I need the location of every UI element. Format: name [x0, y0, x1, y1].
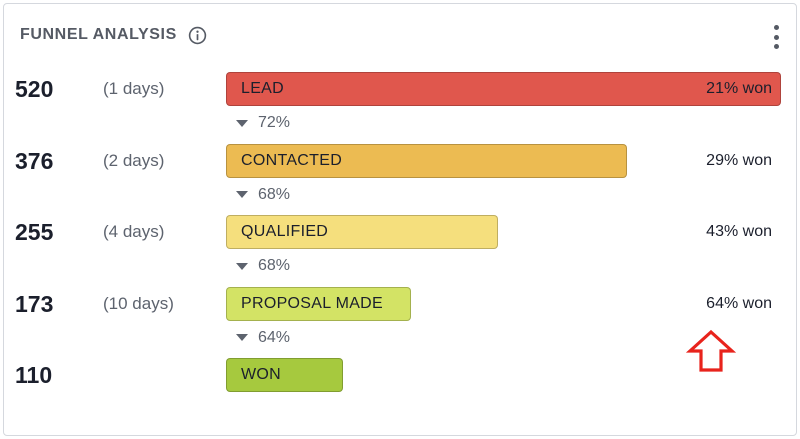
caret-down-icon — [236, 119, 248, 127]
caret-down-icon — [236, 191, 248, 198]
funnel-bar[interactable] — [226, 215, 498, 249]
funnel-bar-label: PROPOSAL MADE — [241, 294, 384, 312]
stage-count: 255 — [15, 219, 54, 245]
stage-count: 520 — [15, 76, 54, 102]
conversion-rate: 68% — [236, 185, 290, 205]
funnel-bar-label: CONTACTED — [241, 151, 343, 169]
card-title: FUNNEL ANALYSIS — [20, 26, 177, 43]
won-rate: 64% won — [706, 294, 772, 312]
won-rate: 43% won — [706, 223, 772, 240]
funnel-bar-label: WON — [241, 366, 282, 383]
stage-duration: (2 days) — [103, 150, 165, 170]
conversion-rate-value: 68% — [258, 257, 291, 274]
stage-duration: (10 days) — [103, 293, 174, 313]
caret-down-icon — [236, 334, 248, 341]
caret-down-icon — [236, 262, 248, 270]
stage-count: 110 — [15, 362, 53, 388]
funnel-bar-label: QUALIFIED — [241, 223, 329, 240]
won-rate: 21% won — [706, 80, 772, 97]
conversion-rate: 64% — [236, 328, 290, 348]
stage-count: 173 — [15, 290, 54, 317]
funnel-bar[interactable] — [226, 358, 343, 392]
kebab-menu-icon[interactable] — [766, 21, 786, 53]
stage-count: 376 — [15, 147, 54, 174]
conversion-rate: 68% — [236, 256, 290, 276]
stage-duration: (1 days) — [103, 79, 165, 98]
up-arrow-icon — [686, 329, 736, 372]
funnel-bar[interactable] — [226, 286, 411, 321]
funnel-bar[interactable] — [226, 143, 627, 178]
info-icon[interactable] — [188, 26, 207, 45]
conversion-rate-value: 64% — [258, 328, 291, 346]
stage-duration: (4 days) — [103, 222, 165, 241]
funnel-bar[interactable] — [226, 72, 781, 106]
funnel-bar-label: LEAD — [241, 80, 284, 97]
won-rate: 29% won — [706, 151, 772, 169]
conversion-rate: 72% — [236, 113, 290, 133]
conversion-rate-value: 72% — [258, 114, 291, 131]
conversion-rate-value: 68% — [258, 185, 291, 203]
